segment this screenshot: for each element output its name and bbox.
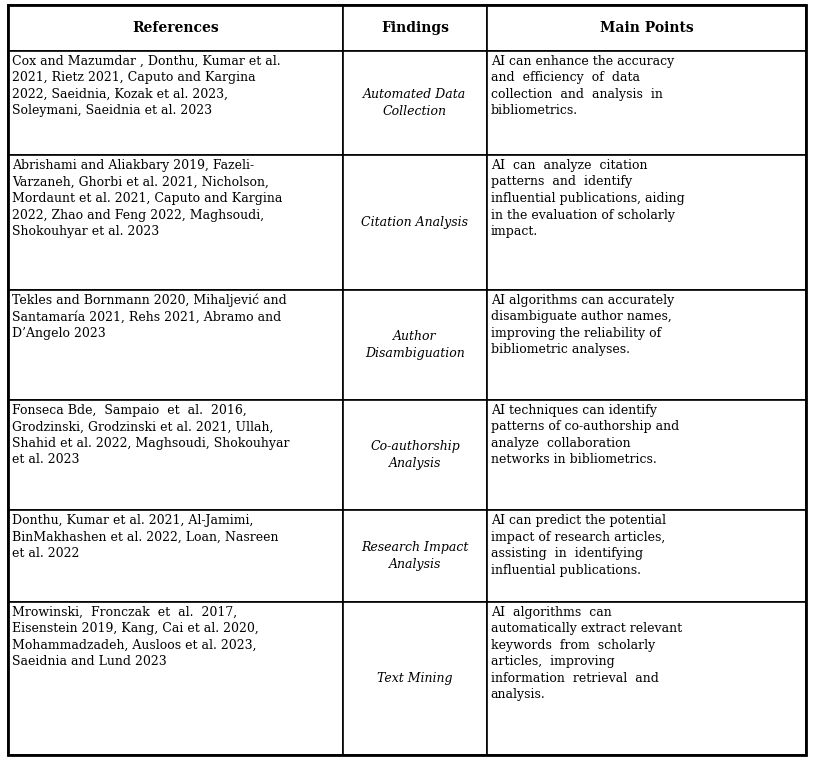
Text: Author
Disambiguation: Author Disambiguation [365,330,465,359]
Bar [344,510,487,602]
Text: Co-authorship
Analysis: Co-authorship Analysis [370,440,460,470]
Bar [8,400,344,510]
Text: Findings: Findings [381,21,449,35]
Bar [487,400,806,510]
Bar [344,51,487,155]
Bar [344,290,487,400]
Bar [487,290,806,400]
Text: Cox and Mazumdar , Donthu, Kumar et al.
2021, Rietz 2021, Caputo and Kargina
202: Cox and Mazumdar , Donthu, Kumar et al. … [12,55,281,117]
Text: Tekles and Bornmann 2020, Mihaljević and
Santamaría 2021, Rehs 2021, Abramo and: Tekles and Bornmann 2020, Mihaljević an… [12,293,287,340]
Text: AI  can  analyze  citation
patterns  and  identify
influential publications, aid: AI can analyze citation patterns and ide… [491,159,685,238]
Bar [487,510,806,602]
Bar [8,155,344,290]
Bar [487,602,806,755]
Text: Citation Analysis: Citation Analysis [361,216,469,229]
Bar [344,400,487,510]
Bar [344,602,487,755]
Bar [8,290,344,400]
Text: AI  algorithms  can
automatically extract relevant
keywords  from  scholarly
art: AI algorithms can automatically extract … [491,606,682,701]
Text: Automated Data
Collection: Automated Data Collection [363,88,466,118]
Text: Text Mining: Text Mining [377,672,453,685]
Text: AI can enhance the accuracy
and  efficiency  of  data
collection  and  analysis : AI can enhance the accuracy and efficien… [491,55,674,117]
Text: Fonseca Bde,  Sampaio  et  al.  2016,
Grodzinski, Grodzinski et al. 2021, Ullah,: Fonseca Bde, Sampaio et al. 2016, Grodzi… [12,404,290,467]
Text: Abrishami and Aliakbary 2019, Fazeli-
Varzaneh, Ghorbi et al. 2021, Nicholson,
M: Abrishami and Aliakbary 2019, Fazeli- Va… [12,159,282,238]
Bar [8,51,344,155]
Text: References: References [132,21,219,35]
Text: AI can predict the potential
impact of research articles,
assisting  in  identif: AI can predict the potential impact of r… [491,514,666,577]
Bar [8,510,344,602]
Text: AI algorithms can accurately
disambiguate author names,
improving the reliabilit: AI algorithms can accurately disambiguat… [491,293,674,356]
Text: Mrowinski,  Fronczak  et  al.  2017,
Eisenstein 2019, Kang, Cai et al. 2020,
Moh: Mrowinski, Fronczak et al. 2017, Eisenst… [12,606,259,669]
Text: Main Points: Main Points [600,21,694,35]
Text: Donthu, Kumar et al. 2021, Al-Jamimi,
BinMakhashen et al. 2022, Loan, Nasreen
et: Donthu, Kumar et al. 2021, Al-Jamimi, Bi… [12,514,278,560]
Bar [344,155,487,290]
Bar [487,155,806,290]
Bar [8,5,344,51]
Bar [344,5,487,51]
Bar [487,51,806,155]
Bar [8,602,344,755]
Text: Research Impact
Analysis: Research Impact Analysis [361,541,469,571]
Bar [487,5,806,51]
Text: AI techniques can identify
patterns of co-authorship and
analyze  collaboration
: AI techniques can identify patterns of c… [491,404,679,467]
